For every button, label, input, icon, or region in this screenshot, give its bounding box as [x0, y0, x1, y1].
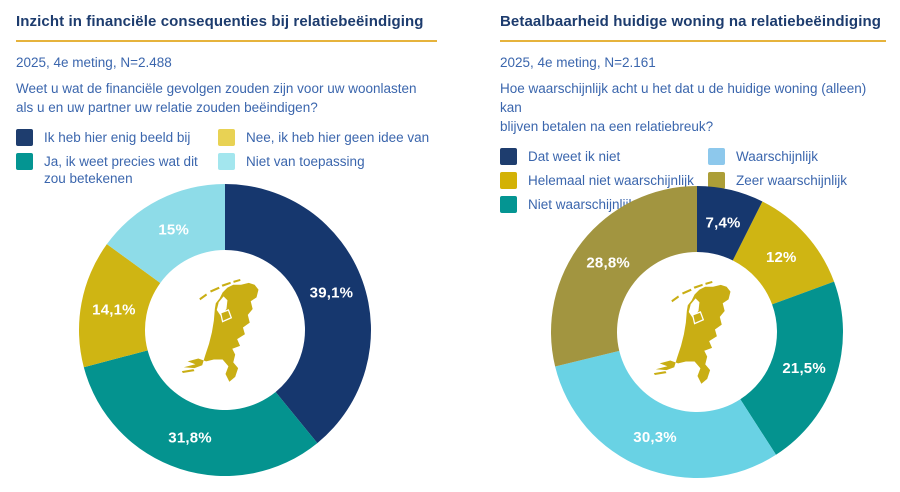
- donut-slice: [555, 350, 777, 479]
- donut-slice: [740, 281, 843, 455]
- legend-label: Waarschijnlijk: [736, 149, 819, 165]
- donut-slice: [78, 244, 161, 368]
- legend-swatch: [16, 129, 33, 147]
- donut-slice: [106, 184, 225, 283]
- legend-label: Ik heb hier enig beeld bij: [44, 130, 191, 146]
- legend-item: Ja, ik weet precies wat dit zou betekene…: [16, 152, 218, 188]
- legend-swatch: [500, 148, 517, 166]
- donut-slice: [551, 186, 697, 367]
- legend-item: Niet van toepassing: [218, 152, 429, 171]
- legend-item: Nee, ik heb hier geen idee van: [218, 129, 429, 147]
- legend-swatch: [500, 172, 517, 190]
- netherlands-map-icon: [653, 280, 731, 384]
- netherlands-map-icon: [181, 278, 259, 382]
- legend-column: Waarschijnlijk Zeer waarschijnlijk: [708, 148, 847, 213]
- legend-label: Dat weet ik niet: [528, 149, 621, 165]
- slice-value-label: 14,1%: [92, 301, 136, 318]
- slice-value-label: 12%: [766, 249, 797, 266]
- donut-slice: [225, 184, 372, 444]
- legend-swatch: [218, 129, 235, 147]
- legend-label: Ja, ik weet precies wat dit zou betekene…: [44, 153, 198, 187]
- legend-column: Nee, ik heb hier geen idee van Niet van t…: [218, 129, 429, 188]
- legend: Ik heb hier enig beeld bij Ja, ik weet pr…: [16, 129, 437, 188]
- legend-label: Niet van toepassing: [246, 153, 365, 169]
- slice-value-label: 15%: [158, 222, 189, 239]
- legend-item: Waarschijnlijk: [708, 148, 847, 166]
- legend-item: Zeer waarschijnlijk: [708, 172, 847, 190]
- slice-value-label: 28,8%: [586, 254, 630, 271]
- chart-question: Weet u wat de financiële gevolgen zouden…: [16, 81, 417, 116]
- legend-item: Niet waarschijnlijk: [500, 195, 708, 214]
- legend-item: Helemaal niet waarschijnlijk: [500, 172, 708, 190]
- legend-item: Dat weet ik niet: [500, 148, 708, 166]
- donut-slice: [83, 350, 318, 477]
- chart-panel-right: Betaalbaarheid huidige woning na relatie…: [500, 13, 886, 213]
- legend: Dat weet ik niet Helemaal niet waarschijn…: [500, 148, 886, 213]
- slice-value-label: 21,5%: [782, 360, 826, 377]
- legend-label: Helemaal niet waarschijnlijk: [528, 173, 694, 189]
- donut-slice: [732, 201, 835, 305]
- chart-subtitle: 2025, 4e meting, N=2.488: [16, 55, 172, 70]
- chart-subtitle: 2025, 4e meting, N=2.161: [500, 55, 656, 70]
- slice-value-label: 7,4%: [706, 214, 741, 231]
- legend-swatch: [708, 172, 725, 190]
- chart-title: Betaalbaarheid huidige woning na relatie…: [500, 13, 881, 30]
- donut-chart-left: 39,1% 31,8% 14,1% 15%: [78, 184, 372, 477]
- donut-chart-right: 7,4% 12% 21,5% 30,3% 28,8%: [551, 186, 843, 479]
- slice-value-label: 39,1%: [310, 284, 354, 301]
- legend-item: Ik heb hier enig beeld bij: [16, 129, 218, 147]
- legend-swatch: [708, 148, 725, 166]
- chart-panel-left: Inzicht in financiële consequenties bij …: [16, 13, 437, 188]
- slice-value-label: 30,3%: [633, 429, 677, 446]
- legend-column: Dat weet ik niet Helemaal niet waarschijn…: [500, 148, 708, 213]
- chart-title: Inzicht in financiële consequenties bij …: [16, 13, 424, 30]
- title-underline: [500, 40, 886, 42]
- title-underline: [16, 40, 437, 42]
- legend-label: Zeer waarschijnlijk: [736, 173, 848, 189]
- legend-swatch: [16, 152, 33, 170]
- legend-label: Niet waarschijnlijk: [528, 196, 636, 212]
- slice-value-label: 31,8%: [168, 430, 212, 447]
- legend-swatch: [500, 195, 517, 213]
- legend-column: Ik heb hier enig beeld bij Ja, ik weet pr…: [16, 129, 218, 188]
- legend-swatch: [218, 152, 235, 170]
- donut-slice: [697, 186, 763, 261]
- legend-label: Nee, ik heb hier geen idee van: [246, 130, 430, 146]
- chart-question: Hoe waarschijnlijk acht u het dat u de h…: [500, 81, 867, 135]
